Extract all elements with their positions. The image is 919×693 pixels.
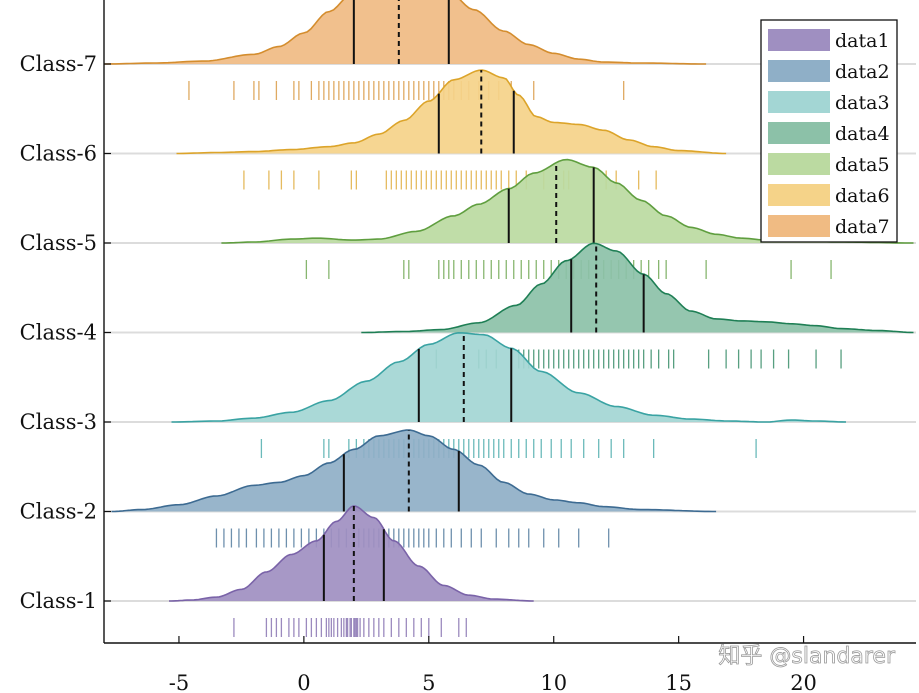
- series-data2: [111, 429, 717, 548]
- legend-swatch-data3: [768, 91, 830, 113]
- legend-swatch-data4: [768, 122, 830, 144]
- ytick-label: Class-2: [20, 500, 97, 524]
- density-area-data5: [221, 159, 914, 243]
- density-area-data6: [176, 70, 727, 154]
- legend-swatch-data2: [768, 60, 830, 82]
- y-axis-ticks: Class-1 Class-2 Class-3 Class-4 Class-5 Class…: [20, 52, 111, 613]
- legend-swatch-data1: [768, 29, 830, 51]
- rug-data3: [260, 439, 757, 458]
- ytick-label: Class-4: [20, 321, 97, 345]
- density-line-data3: [171, 331, 847, 423]
- xtick-label: 5: [422, 671, 435, 693]
- ytick-label: Class-5: [20, 231, 97, 255]
- ytick-label: Class-7: [20, 52, 97, 76]
- density-area-data2: [111, 430, 717, 512]
- xtick-label: 0: [297, 671, 310, 693]
- rug-data7: [188, 81, 625, 100]
- legend-swatch-data5: [768, 153, 830, 175]
- legend-label-data3: data3: [835, 92, 890, 114]
- density-line-data2: [111, 429, 717, 513]
- xtick-label: 15: [665, 671, 692, 693]
- xtick-label: 20: [790, 671, 817, 693]
- series-data1: [169, 505, 534, 637]
- legend-label-data6: data6: [835, 185, 890, 207]
- legend-swatch-data7: [768, 215, 830, 237]
- density-line-data6: [176, 69, 727, 155]
- density-area-data1: [169, 505, 534, 601]
- series-data6: [176, 69, 727, 190]
- ytick-label: Class-6: [20, 142, 97, 166]
- series-data7: [104, 0, 707, 100]
- xtick-label: -5: [169, 671, 189, 693]
- watermark: 知乎 @slandarer: [718, 644, 896, 669]
- density-line-data1: [169, 505, 534, 602]
- legend-label-data5: data5: [835, 154, 890, 176]
- x-axis-ticks: -5 0 5 10 15 20: [169, 636, 817, 693]
- density-area-data3: [171, 332, 846, 422]
- xtick-label: 10: [540, 671, 567, 693]
- legend-label-data4: data4: [835, 123, 890, 145]
- ridges: [104, 0, 914, 637]
- density-line-data7: [104, 0, 707, 65]
- density-area-data4: [361, 243, 914, 333]
- density-line-data4: [361, 242, 914, 334]
- legend-label-data7: data7: [835, 216, 890, 238]
- ytick-label: Class-3: [20, 410, 97, 434]
- rug-data2: [215, 528, 610, 548]
- axes: Class-1 Class-2 Class-3 Class-4 Class-5 Class…: [20, 0, 916, 693]
- series-data3: [171, 331, 847, 458]
- density-area-data7: [104, 0, 707, 64]
- legend-swatch-data6: [768, 184, 830, 206]
- legend-label-data2: data2: [835, 61, 890, 83]
- rug-data1: [233, 618, 467, 637]
- legend-label-data1: data1: [835, 30, 890, 52]
- legend: data1 data2 data3 data4 data5 data6 data7: [760, 19, 898, 243]
- ytick-label: Class-1: [20, 589, 97, 613]
